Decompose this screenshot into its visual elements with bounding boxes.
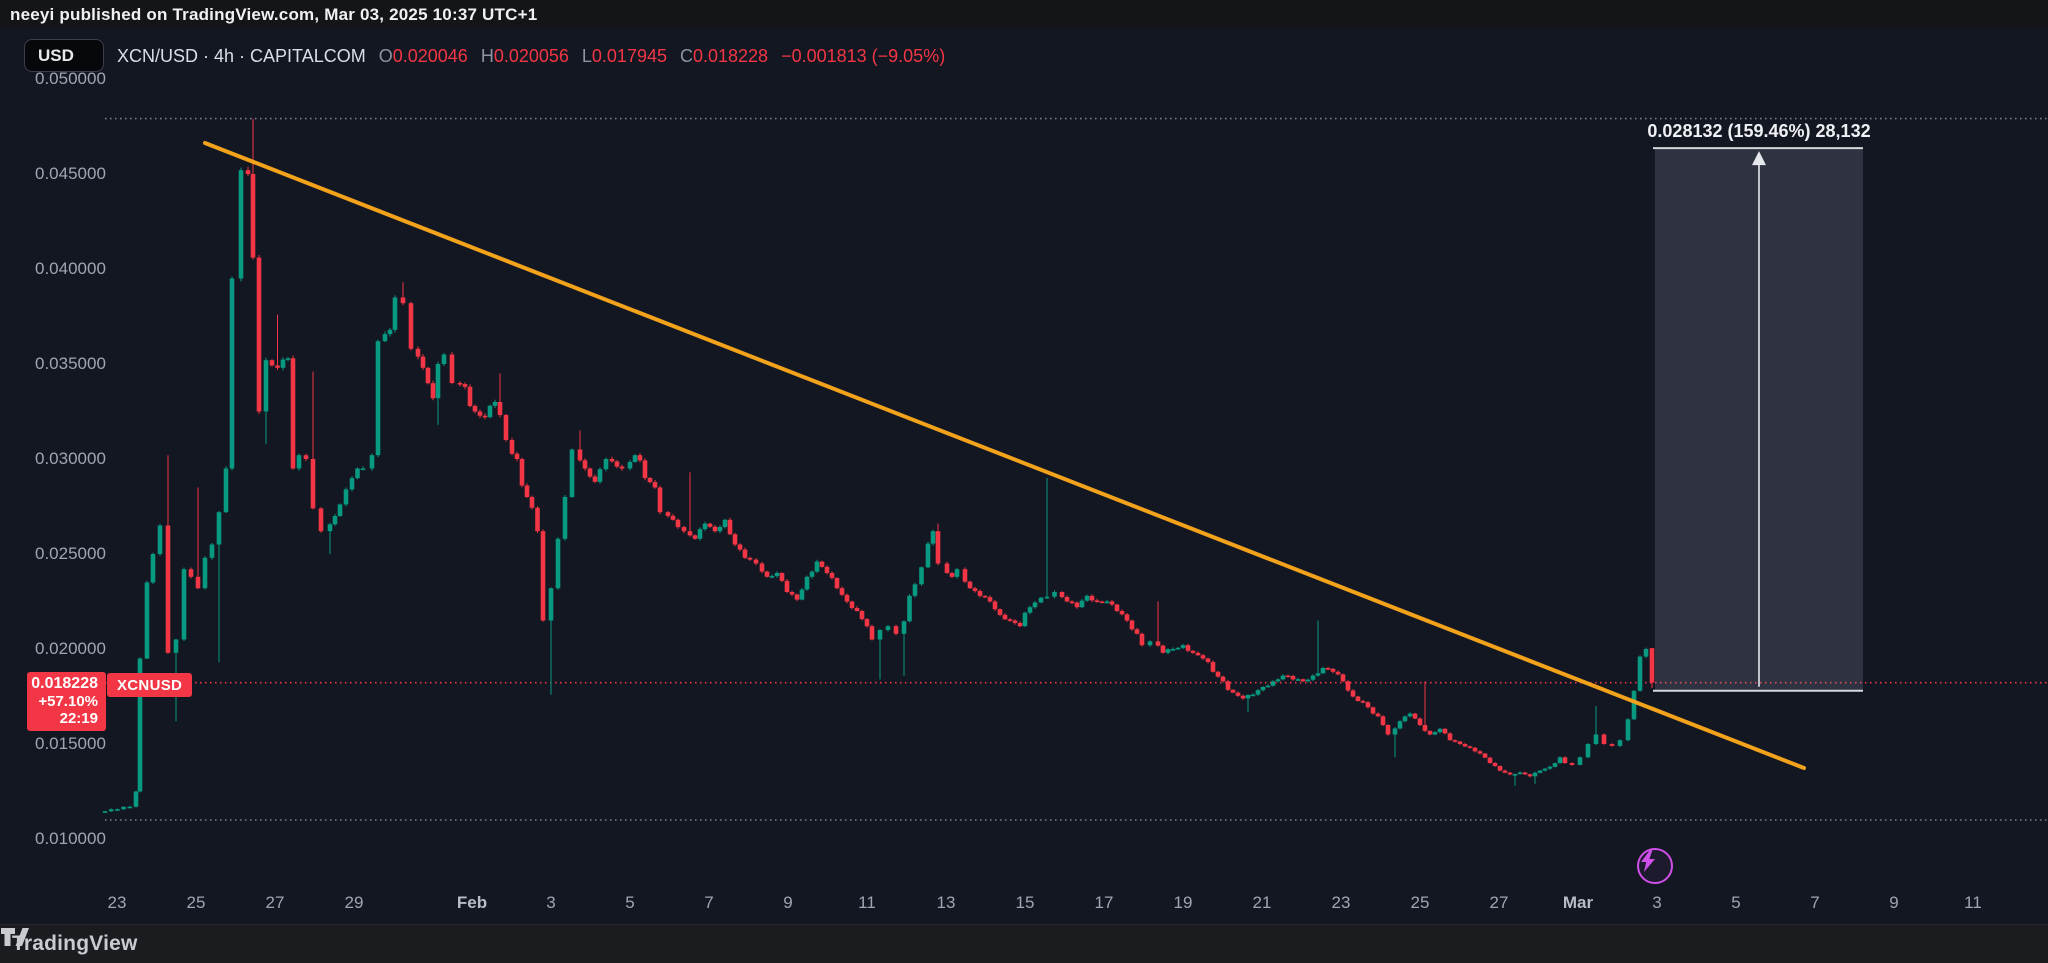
ohlc-close: C0.018228 [679,45,769,66]
currency-button[interactable]: USD [24,39,104,72]
price-range-measure-tool[interactable] [1653,147,1863,692]
time-tick: 7 [1810,893,1820,912]
price-tick: 0.050000 [35,69,106,88]
price-tick: 0.015000 [35,734,106,753]
price-tick: 0.010000 [35,829,106,848]
currency-button-label: USD [38,45,74,65]
lightning-bolt-glyph [1641,850,1655,872]
tradingview-logo-text[interactable]: TradingView [12,932,138,955]
ohlc-open: O0.020046 [378,45,468,66]
publisher-strip: neeyi published on TradingView.com, Mar … [0,0,2048,29]
last-price-label[interactable]: 0.018228 +57.10% 22:19 [27,672,106,731]
time-tick: 21 [1252,893,1272,912]
time-tick: 25 [1410,893,1430,912]
symbol-title: XCN/USD · 4h · CAPITALCOM [117,45,366,66]
time-tick: 19 [1173,893,1193,912]
symbol-price-tag[interactable]: XCNUSD [107,673,193,697]
lightning-idea-icon[interactable] [1637,848,1673,884]
time-tick: 13 [936,893,956,912]
time-tick: 9 [783,893,793,912]
time-tick: 23 [1331,893,1351,912]
ohlc-high: H0.020056 [480,45,569,66]
descending-trendline[interactable] [203,141,1806,770]
time-tick: 11 [858,893,876,912]
price-tick: 0.045000 [35,164,106,183]
time-tick: 27 [265,893,285,912]
publisher-line: neeyi published on TradingView.com, Mar … [10,4,538,24]
time-tick: 9 [1889,893,1899,912]
symbol-info-row[interactable]: XCN/USD · 4h · CAPITALCOM O0.020046 H0.0… [117,44,945,68]
tradingview-logo-icon[interactable] [0,925,30,949]
price-tick: 0.025000 [35,544,106,563]
candlestick-series [102,118,1655,813]
time-tick: 5 [1731,893,1741,912]
ohlc-change: −0.001813 (−9.05%) [781,45,946,66]
time-tick: 11 [1964,893,1982,912]
time-tick: 27 [1489,893,1509,912]
price-tick: 0.020000 [35,639,106,658]
time-tick: 5 [625,893,635,912]
time-tick: Feb [456,893,488,912]
last-price-change-pct: +57.10% [38,693,98,710]
bar-countdown: 22:19 [59,710,98,727]
price-tick: 0.030000 [35,449,106,468]
time-tick: 29 [344,893,364,912]
time-tick: 17 [1094,893,1114,912]
time-tick: 3 [546,893,556,912]
footer-bar: TradingView [0,924,2048,963]
time-tick: 15 [1015,893,1035,912]
time-tick: 7 [704,893,714,912]
time-tick: 25 [186,893,206,912]
price-tick: 0.035000 [35,354,106,373]
time-tick: 23 [107,893,127,912]
ohlc-low: L0.017945 [581,45,667,66]
time-tick: 3 [1652,893,1662,912]
price-tick: 0.040000 [35,259,106,278]
measure-tool-label: 0.028132 (159.46%) 28,132 [1647,121,1871,141]
time-tick: Mar [1562,893,1594,912]
last-price-value: 0.018228 [31,675,98,692]
symbol-price-tag-label: XCNUSD [117,676,183,694]
